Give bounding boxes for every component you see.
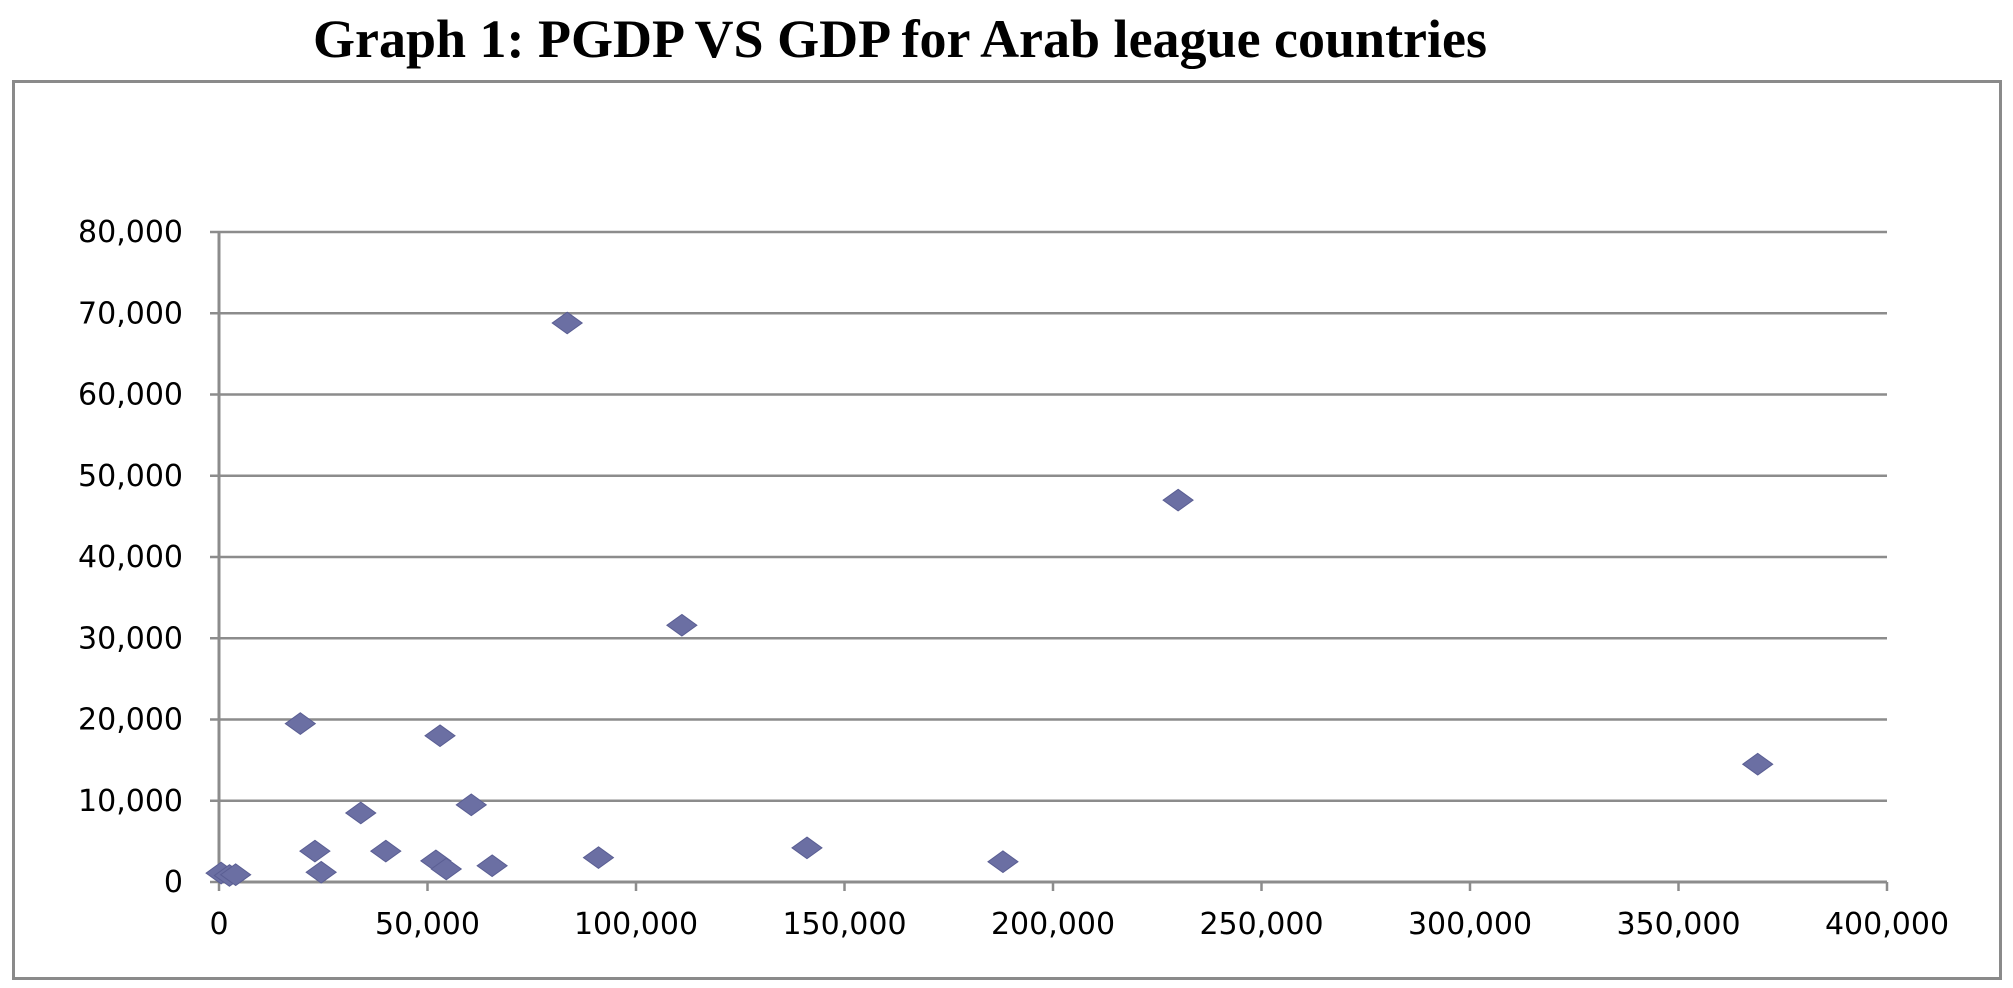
y-tick-label: 80,000 <box>78 215 183 250</box>
x-tick-label: 200,000 <box>991 907 1115 942</box>
x-tick-label: 250,000 <box>1199 907 1323 942</box>
data-point <box>551 311 584 335</box>
data-point <box>299 839 331 863</box>
data-point <box>476 854 508 878</box>
y-tick-label: 0 <box>164 865 183 900</box>
gridlines <box>219 230 1887 802</box>
chart-frame <box>12 80 2002 980</box>
x-tick-label: 400,000 <box>1825 907 1949 942</box>
x-tick-label: 150,000 <box>782 907 906 942</box>
data-point <box>369 839 402 863</box>
data-point <box>455 793 488 817</box>
data-point <box>1162 488 1194 512</box>
data-point <box>1741 752 1774 776</box>
data-point <box>284 712 317 735</box>
tick-labels: 0 10,000 20,000 30,000 40,000 50,000 60,000 70,… <box>78 215 1949 942</box>
data-point <box>344 801 377 825</box>
y-tick-label: 40,000 <box>78 540 183 575</box>
x-tick-label: 300,000 <box>1408 907 1532 942</box>
data-points <box>205 311 1774 887</box>
data-point <box>430 857 463 881</box>
y-tick-label: 60,000 <box>78 378 183 413</box>
chart-title: Graph 1: PGDP VS GDP for Arab league cou… <box>313 9 1487 69</box>
y-tick-label: 20,000 <box>78 703 183 738</box>
data-point <box>305 860 338 884</box>
x-tick-label: 100,000 <box>574 907 698 942</box>
y-tick-label: 50,000 <box>78 459 183 494</box>
data-point <box>666 613 698 637</box>
data-point <box>424 724 456 748</box>
data-point <box>582 846 615 870</box>
x-tick-label: 50,000 <box>375 907 480 942</box>
data-point <box>791 836 823 860</box>
y-tick-label: 70,000 <box>78 296 183 331</box>
y-tick-label: 30,000 <box>78 621 183 656</box>
x-tick-label: 0 <box>209 907 228 942</box>
x-tick-label: 350,000 <box>1616 907 1740 942</box>
axes <box>210 230 1889 891</box>
y-tick-label: 10,000 <box>78 784 183 819</box>
data-point <box>987 850 1019 874</box>
data-point <box>219 863 252 887</box>
